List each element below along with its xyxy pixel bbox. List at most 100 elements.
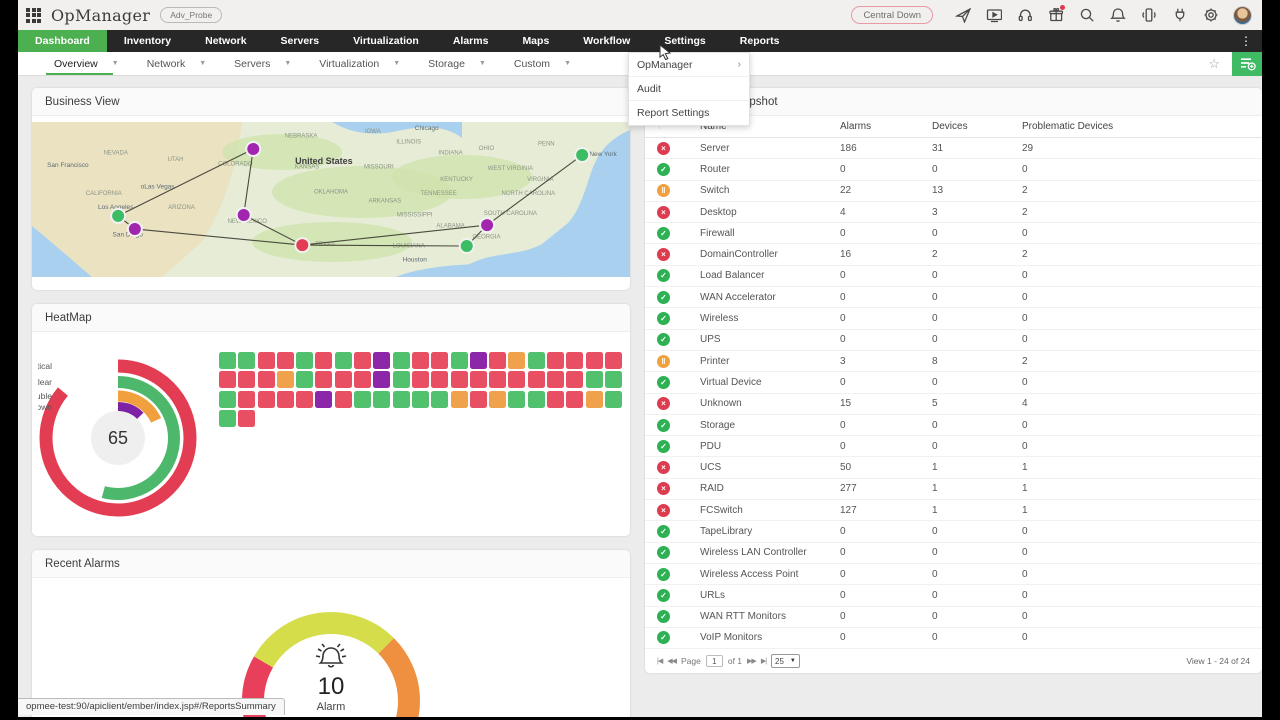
menu-item-audit[interactable]: Audit	[629, 77, 749, 101]
device-category-name[interactable]: Virtual Device	[700, 376, 762, 388]
heatmap-cell[interactable]	[373, 390, 391, 408]
table-row[interactable]: ✓ TapeLibrary 0 0 0	[645, 521, 1262, 543]
nav-tab-alarms[interactable]: Alarms	[452, 35, 489, 47]
status-clear-icon[interactable]: ✓	[657, 631, 670, 645]
table-row[interactable]: × Desktop 4 3 2	[645, 202, 1262, 224]
table-row[interactable]: ✓ VoIP Monitors 0 0 0	[645, 628, 1262, 650]
heatmap-cell[interactable]	[489, 371, 507, 389]
device-category-name[interactable]: DomainController	[700, 249, 778, 261]
device-category-name[interactable]: Switch	[700, 185, 730, 197]
table-row[interactable]: × FCSwitch 127 1 1	[645, 500, 1262, 522]
device-category-name[interactable]: Wireless Access Point	[700, 568, 799, 580]
heatmap-cell[interactable]	[257, 371, 275, 389]
device-category-name[interactable]: Printer	[700, 355, 730, 367]
table-row[interactable]: × RAID 277 1 1	[645, 479, 1262, 501]
heatmap-cell[interactable]	[566, 352, 584, 369]
heatmap-cell[interactable]	[450, 352, 468, 369]
device-category-name[interactable]: TapeLibrary	[700, 525, 753, 537]
table-row[interactable]: ✓ WAN Accelerator 0 0 0	[645, 287, 1262, 309]
nav-tab-maps[interactable]: Maps	[522, 35, 550, 47]
heatmap-cell[interactable]	[392, 371, 410, 389]
heatmap-cell[interactable]	[469, 352, 487, 369]
heatmap-cell[interactable]	[508, 371, 526, 389]
status-critical-icon[interactable]: ×	[657, 141, 670, 155]
page-number-input[interactable]: 1	[705, 655, 723, 668]
heatmap-cell[interactable]	[411, 371, 429, 389]
subnav-tab-virtualization[interactable]: Virtualization ▼	[305, 52, 414, 75]
nav-tab-servers[interactable]: Servers	[280, 35, 320, 47]
heatmap-cell[interactable]	[238, 352, 256, 369]
heatmap-cell[interactable]	[354, 390, 372, 408]
status-clear-icon[interactable]: ✓	[657, 588, 670, 602]
device-category-name[interactable]: Unknown	[700, 398, 742, 410]
heatmap-cell[interactable]	[547, 371, 565, 389]
device-category-name[interactable]: Wireless LAN Controller	[700, 547, 807, 559]
heatmap-cell[interactable]	[315, 352, 333, 369]
add-widget-button[interactable]	[1232, 51, 1262, 76]
support-headset-icon[interactable]	[1016, 6, 1034, 24]
table-row[interactable]: ✓ Virtual Device 0 0 0	[645, 372, 1262, 394]
status-clear-icon[interactable]: ✓	[657, 567, 670, 581]
table-row[interactable]: × UCS 50 1 1	[645, 457, 1262, 479]
nav-tab-inventory[interactable]: Inventory	[123, 35, 172, 47]
status-critical-icon[interactable]: ×	[657, 248, 670, 262]
heatmap-cell[interactable]	[450, 390, 468, 408]
column-header-devices[interactable]: Devices	[932, 121, 968, 132]
status-critical-icon[interactable]: ×	[657, 397, 670, 411]
heatmap-cell[interactable]	[489, 352, 507, 369]
table-row[interactable]: ✓ Storage 0 0 0	[645, 415, 1262, 437]
heatmap-cell[interactable]	[373, 352, 391, 369]
user-avatar[interactable]	[1233, 5, 1252, 25]
heatmap-cell[interactable]	[219, 409, 236, 427]
heatmap-cell[interactable]	[238, 409, 256, 427]
device-category-name[interactable]: Desktop	[700, 206, 737, 218]
table-row[interactable]: ✓ Router 0 0 0	[645, 159, 1262, 181]
status-clear-icon[interactable]: ✓	[657, 269, 670, 283]
status-clear-icon[interactable]: ✓	[657, 546, 670, 560]
heatmap-cell[interactable]	[334, 371, 352, 389]
heatmap-cell[interactable]	[527, 352, 545, 369]
heatmap-cell[interactable]	[257, 390, 275, 408]
next-page-button[interactable]: ▶▶	[747, 658, 757, 666]
device-category-name[interactable]: Wireless	[700, 313, 739, 325]
table-row[interactable]: ✓ Wireless Access Point 0 0 0	[645, 564, 1262, 586]
heatmap-cell[interactable]	[411, 352, 429, 369]
heatmap-cell[interactable]	[296, 390, 314, 408]
heatmap-cell[interactable]	[334, 352, 352, 369]
device-category-name[interactable]: FCSwitch	[700, 504, 743, 516]
device-category-name[interactable]: UCS	[700, 462, 722, 474]
device-category-name[interactable]: PDU	[700, 440, 722, 452]
menu-item-opmanager[interactable]: OpManager ›	[629, 53, 749, 77]
status-trouble-icon[interactable]: ‖	[657, 354, 670, 368]
heatmap-cell[interactable]	[566, 371, 584, 389]
status-critical-icon[interactable]: ×	[657, 503, 670, 517]
heatmap-cell[interactable]	[296, 352, 314, 369]
map-node-georgia[interactable]	[458, 238, 475, 254]
nav-tab-dashboard[interactable]: Dashboard	[18, 30, 107, 52]
status-clear-icon[interactable]: ✓	[657, 333, 670, 347]
device-category-name[interactable]: URLs	[700, 589, 726, 601]
status-clear-icon[interactable]: ✓	[657, 375, 670, 389]
nav-tab-virtualization[interactable]: Virtualization	[353, 35, 419, 47]
status-trouble-icon[interactable]: ‖	[657, 184, 670, 198]
status-clear-icon[interactable]: ✓	[657, 312, 670, 326]
heatmap-cell[interactable]	[411, 390, 429, 408]
table-row[interactable]: ✓ Load Balancer 0 0 0	[645, 266, 1262, 288]
mobile-app-icon[interactable]	[1140, 6, 1158, 24]
heatmap-cell[interactable]	[219, 371, 236, 389]
heatmap-cell[interactable]	[334, 390, 352, 408]
heatmap-cell[interactable]	[219, 390, 236, 408]
heatmap-cell[interactable]	[276, 390, 294, 408]
nav-overflow-kebab-icon[interactable]: ⋮	[1240, 34, 1252, 48]
nav-tab-network[interactable]: Network	[205, 35, 247, 47]
heatmap-cell[interactable]	[431, 352, 449, 369]
menu-item-report-settings[interactable]: Report Settings	[629, 101, 749, 125]
status-clear-icon[interactable]: ✓	[657, 524, 670, 538]
map-node-new-mexico[interactable]	[235, 207, 252, 223]
nav-tab-reports[interactable]: Reports	[739, 35, 780, 47]
rocket-icon[interactable]	[954, 6, 972, 24]
heatmap-cell[interactable]	[585, 352, 603, 369]
sort-icon[interactable]: ↑	[657, 122, 661, 131]
heatmap-cell[interactable]	[431, 390, 449, 408]
status-clear-icon[interactable]: ✓	[657, 418, 670, 432]
